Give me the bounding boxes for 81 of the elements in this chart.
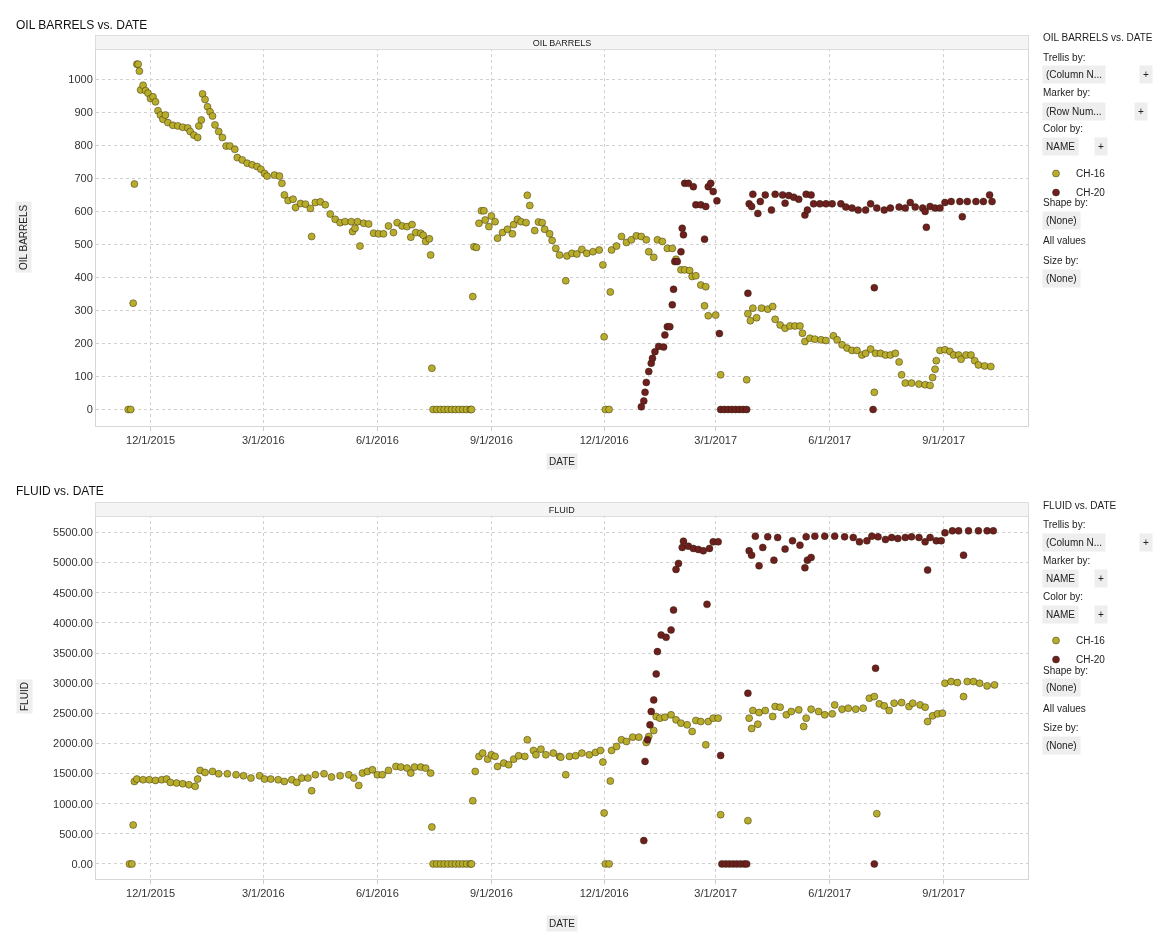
y-tick-label: 700: [74, 172, 93, 185]
text: (Row Num...: [1046, 106, 1102, 117]
x-tick-label: 12/1/2015: [126, 434, 175, 447]
chart-title: FLUID vs. DATE: [16, 484, 104, 498]
legend-label: CH-20: [1076, 654, 1106, 666]
text: (None): [1046, 215, 1077, 226]
y-tick-label: 100: [74, 370, 93, 383]
y-tick-label: 1500.00: [53, 767, 93, 780]
y-tick-label: 800: [74, 139, 93, 152]
y-tick-label: 2000.00: [53, 737, 93, 750]
x-tick-label: 9/1/2017: [922, 887, 966, 900]
x-tick-label: 3/1/2017: [694, 434, 738, 447]
text: Trellis by:: [1043, 52, 1086, 63]
text: +: [1098, 141, 1104, 152]
x-tick-label: 9/1/2016: [469, 434, 513, 447]
y-tick-label: 5000.00: [53, 556, 93, 569]
text: Trellis by:: [1043, 519, 1086, 530]
y-tick-label: 1000.00: [53, 797, 93, 810]
y-tick-label: 200: [74, 337, 93, 350]
y-tick-label: 300: [74, 304, 93, 317]
text: +: [1143, 69, 1149, 80]
y-axis-title: FLUID: [19, 682, 30, 711]
y-tick-label: 3000.00: [53, 676, 93, 689]
text: (None): [1046, 682, 1077, 693]
y-tick-label: 400: [74, 271, 93, 284]
x-tick-label: 12/1/2015: [126, 887, 175, 900]
text: Size by:: [1043, 255, 1079, 266]
text: (Column N...: [1046, 537, 1103, 548]
y-tick-label: 4500.00: [53, 586, 93, 599]
x-tick-label: 6/1/2017: [808, 434, 852, 447]
text: NAME: [1046, 573, 1076, 584]
y-tick-label: 2500.00: [53, 707, 93, 720]
y-tick-label: 3500.00: [53, 646, 93, 659]
y-tick-label: 5500.00: [53, 526, 93, 539]
text: (Column N...: [1046, 69, 1103, 80]
x-tick-label: 6/1/2016: [355, 434, 399, 447]
text: Marker by:: [1043, 87, 1091, 98]
legend-label: CH-16: [1076, 635, 1106, 647]
text: OIL BARRELS vs. DATE: [1043, 32, 1153, 43]
y-tick-label: 1000: [68, 73, 93, 86]
x-tick-label: 6/1/2017: [808, 887, 852, 900]
legend-label: CH-20: [1076, 187, 1106, 199]
text: Size by:: [1043, 722, 1079, 733]
x-axis-title: DATE: [549, 918, 576, 929]
text: +: [1098, 573, 1104, 584]
text: +: [1098, 609, 1104, 620]
text: FLUID vs. DATE: [1043, 500, 1117, 511]
text: Color by:: [1043, 591, 1084, 602]
x-tick-label: 9/1/2017: [922, 434, 966, 447]
text: Color by:: [1043, 123, 1084, 134]
y-tick-label: 0.00: [71, 857, 93, 870]
text: NAME: [1046, 609, 1076, 620]
y-tick-label: 0: [86, 403, 93, 416]
x-tick-label: 3/1/2017: [694, 887, 738, 900]
legend-label: CH-16: [1076, 168, 1106, 180]
text: Shape by:: [1043, 197, 1089, 208]
y-tick-label: 500.00: [59, 827, 93, 840]
chart-title: OIL BARRELS vs. DATE: [16, 18, 148, 32]
y-tick-label: 900: [74, 106, 93, 119]
x-tick-label: 3/1/2016: [241, 434, 285, 447]
x-tick-label: 6/1/2016: [355, 887, 399, 900]
text: (None): [1046, 740, 1077, 751]
text: All values: [1043, 235, 1086, 246]
text: All values: [1043, 703, 1086, 714]
y-tick-label: 600: [74, 205, 93, 218]
x-tick-label: 3/1/2016: [241, 887, 285, 900]
x-tick-label: 9/1/2016: [469, 887, 513, 900]
text: +: [1138, 106, 1144, 117]
y-axis-title: OIL BARRELS: [18, 204, 29, 270]
text: +: [1143, 537, 1149, 548]
x-axis-title: DATE: [549, 456, 576, 467]
x-tick-label: 12/1/2016: [579, 434, 629, 447]
chart-subtitle: OIL BARRELS: [532, 37, 592, 48]
chart-subtitle: FLUID: [548, 504, 576, 515]
y-tick-label: 500: [74, 238, 93, 251]
text: Shape by:: [1043, 665, 1089, 676]
text: Marker by:: [1043, 555, 1091, 566]
text: (None): [1046, 273, 1077, 284]
x-tick-label: 12/1/2016: [579, 887, 629, 900]
text: NAME: [1046, 141, 1076, 152]
y-tick-label: 4000.00: [53, 616, 93, 629]
